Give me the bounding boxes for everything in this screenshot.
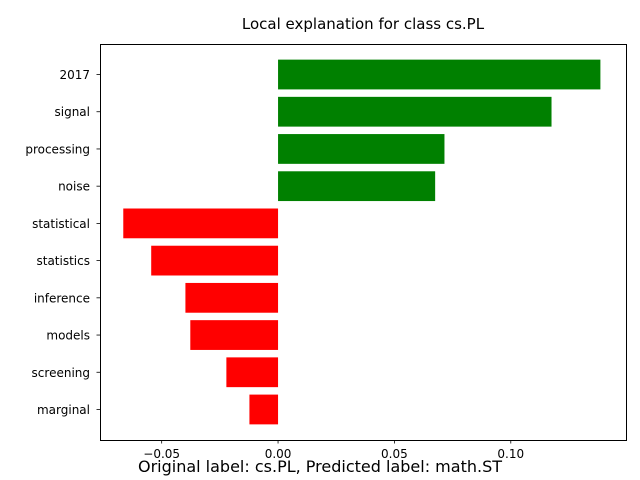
- bars-group: [123, 59, 601, 425]
- x-axis: −0.05 0.00 0.05 0.10: [143, 440, 524, 461]
- y-tick-label: models: [46, 329, 90, 343]
- y-tick-label: screening: [32, 366, 90, 380]
- bar-signal: [278, 96, 552, 127]
- x-tick-label: −0.05: [143, 447, 180, 461]
- bar-inference: [185, 282, 279, 313]
- y-tick-label: inference: [34, 291, 90, 305]
- y-tick-label: 2017: [59, 68, 90, 82]
- y-tick-label: statistics: [37, 254, 91, 268]
- plot-frame: [100, 44, 627, 441]
- y-tick-label: processing: [25, 142, 90, 156]
- bar-processing: [278, 134, 445, 164]
- x-tick-label: 0.05: [381, 447, 408, 461]
- y-tick-label: noise: [58, 180, 90, 194]
- y-tick-label: statistical: [32, 217, 90, 231]
- bar-noise: [278, 171, 436, 202]
- bar-screening: [226, 357, 279, 388]
- prediction-caption: Original label: cs.PL, Predicted label: …: [137, 457, 502, 476]
- bar-marginal: [249, 394, 279, 425]
- chart-title: Local explanation for class cs.PL: [242, 15, 485, 33]
- y-tick-label: signal: [55, 105, 91, 119]
- bar-statistical: [123, 208, 279, 239]
- y-tick-label: marginal: [37, 403, 90, 417]
- x-tick-label: 0.00: [265, 447, 292, 461]
- y-axis: 2017 signal processing noise statistical stat…: [25, 68, 100, 417]
- bar-2017: [278, 59, 601, 90]
- bar-models: [190, 320, 279, 350]
- bar-statistics: [151, 245, 279, 276]
- x-tick-label: 0.10: [497, 447, 524, 461]
